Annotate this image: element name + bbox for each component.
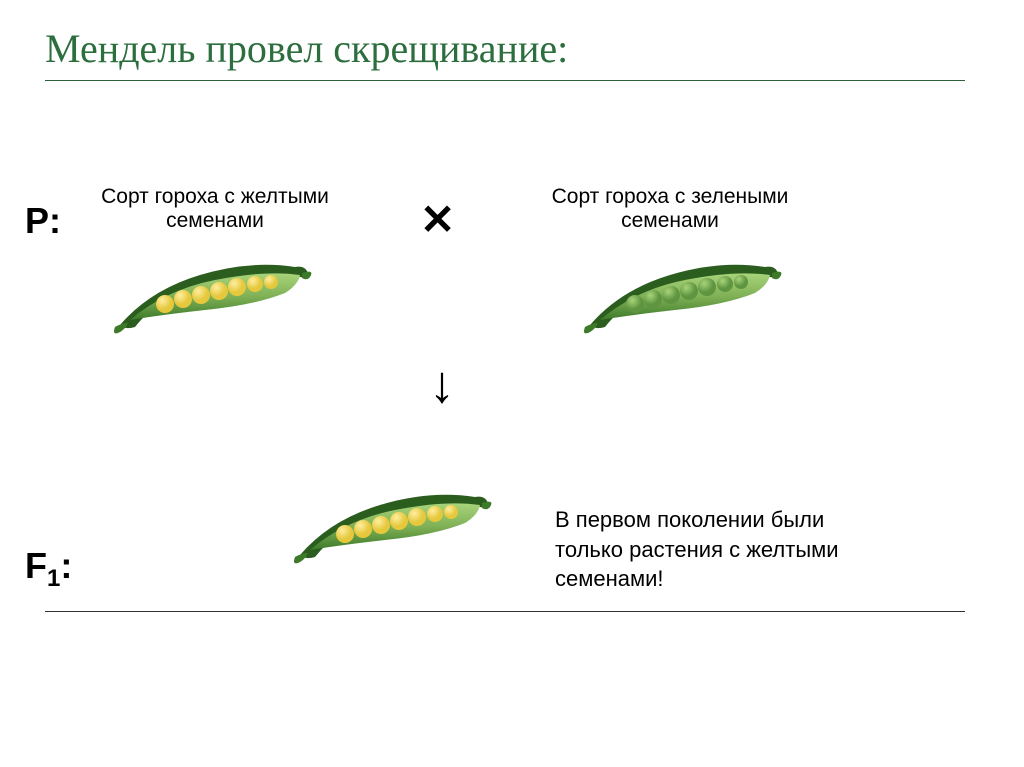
bottom-divider bbox=[45, 611, 965, 612]
cross-icon: ✕ bbox=[420, 195, 455, 244]
slide-title: Мендель провел скрещивание: bbox=[45, 25, 965, 81]
p-generation-label: P: bbox=[25, 200, 61, 242]
parent-green-label: Сорт гороха с зелеными семенами bbox=[520, 185, 820, 233]
f1-generation-label: F1: bbox=[25, 545, 72, 593]
f1-sub: 1 bbox=[47, 565, 60, 592]
parent-yellow-label: Сорт гороха с желтыми семенами bbox=[65, 185, 365, 233]
f1-suffix: : bbox=[60, 545, 72, 586]
f1-prefix: F bbox=[25, 545, 47, 586]
pea-pod-yellow-offspring bbox=[290, 485, 500, 575]
pea-pod-yellow-left bbox=[110, 255, 320, 345]
pea-pod-green-right bbox=[580, 255, 790, 345]
conclusion-text: В первом поколении были только растения … bbox=[555, 505, 875, 594]
arrow-down-icon: ↓ bbox=[429, 355, 455, 415]
